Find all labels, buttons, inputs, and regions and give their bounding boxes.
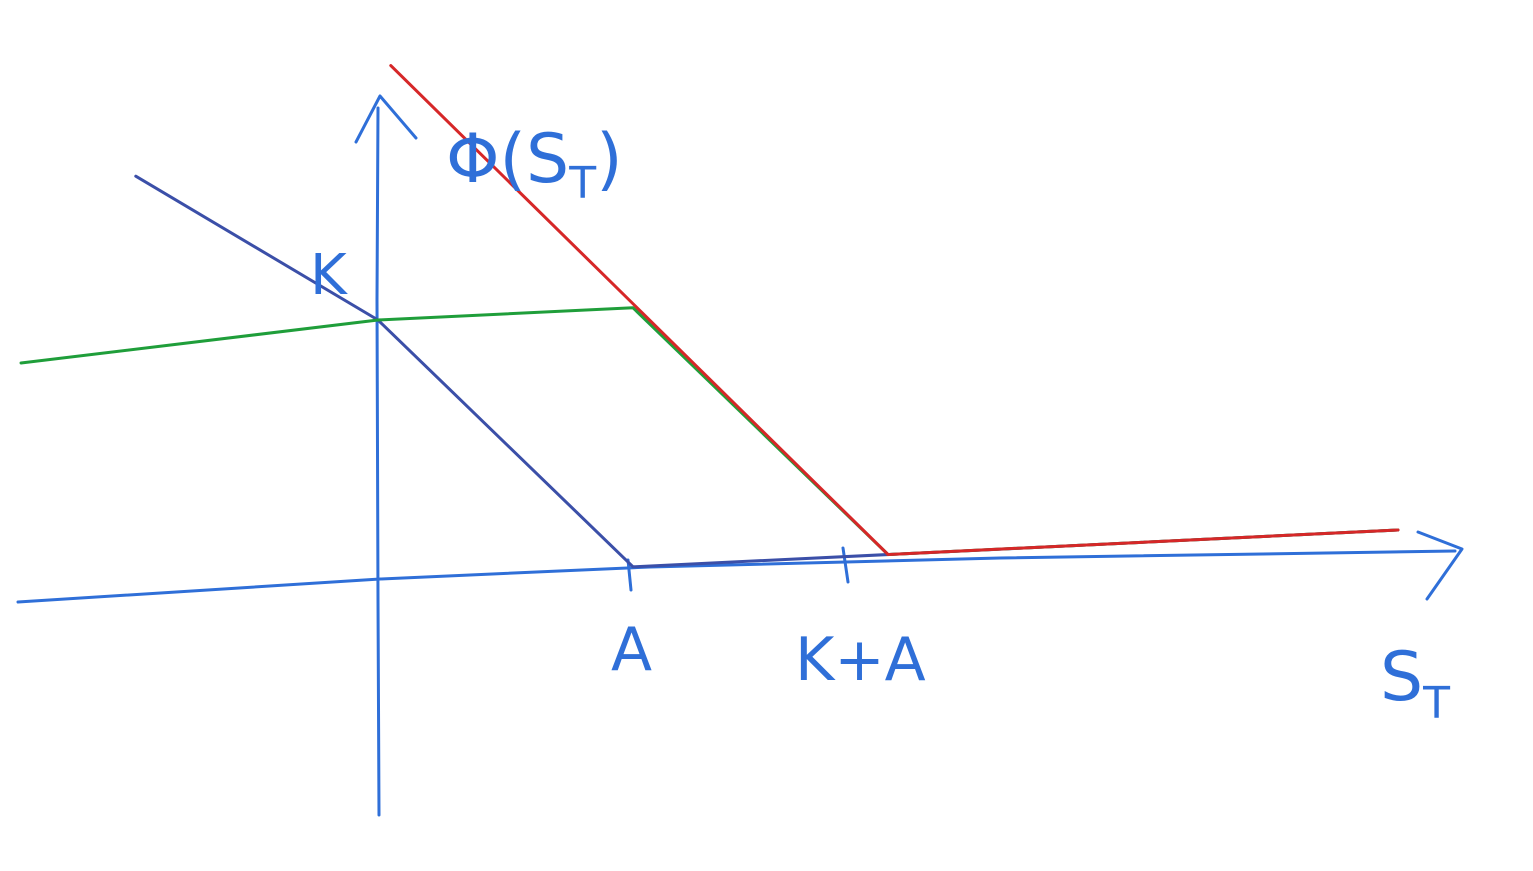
y-axis	[375, 106, 381, 817]
y-axis-arrowhead	[354, 94, 418, 144]
labels: A K+A K ST Φ(ST)	[310, 120, 1450, 729]
x-tick-a	[626, 558, 633, 592]
x-tick-k-plus-a	[841, 546, 850, 584]
x-tick-label-a: A	[611, 615, 652, 685]
y-axis-title-main: Φ(S	[446, 120, 569, 199]
x-axis-title: ST	[1380, 638, 1450, 729]
x-axis-title-sub: T	[1422, 678, 1450, 729]
y-axis-title-close: )	[596, 120, 623, 199]
short-put-line	[134, 174, 1400, 569]
x-axis-title-main: S	[1380, 638, 1423, 717]
series	[19, 64, 1400, 569]
x-axis	[16, 549, 1457, 604]
bull-spread-line	[19, 306, 1400, 556]
x-tick-label-k-plus-a: K+A	[795, 625, 926, 695]
y-axis-title-sub: T	[568, 158, 596, 209]
axes	[16, 94, 1464, 817]
y-tick-label-k: K	[310, 243, 348, 308]
x-axis-arrowhead	[1416, 530, 1464, 601]
y-axis-title: Φ(ST)	[446, 120, 623, 209]
combined-payoff-line	[389, 64, 1400, 556]
